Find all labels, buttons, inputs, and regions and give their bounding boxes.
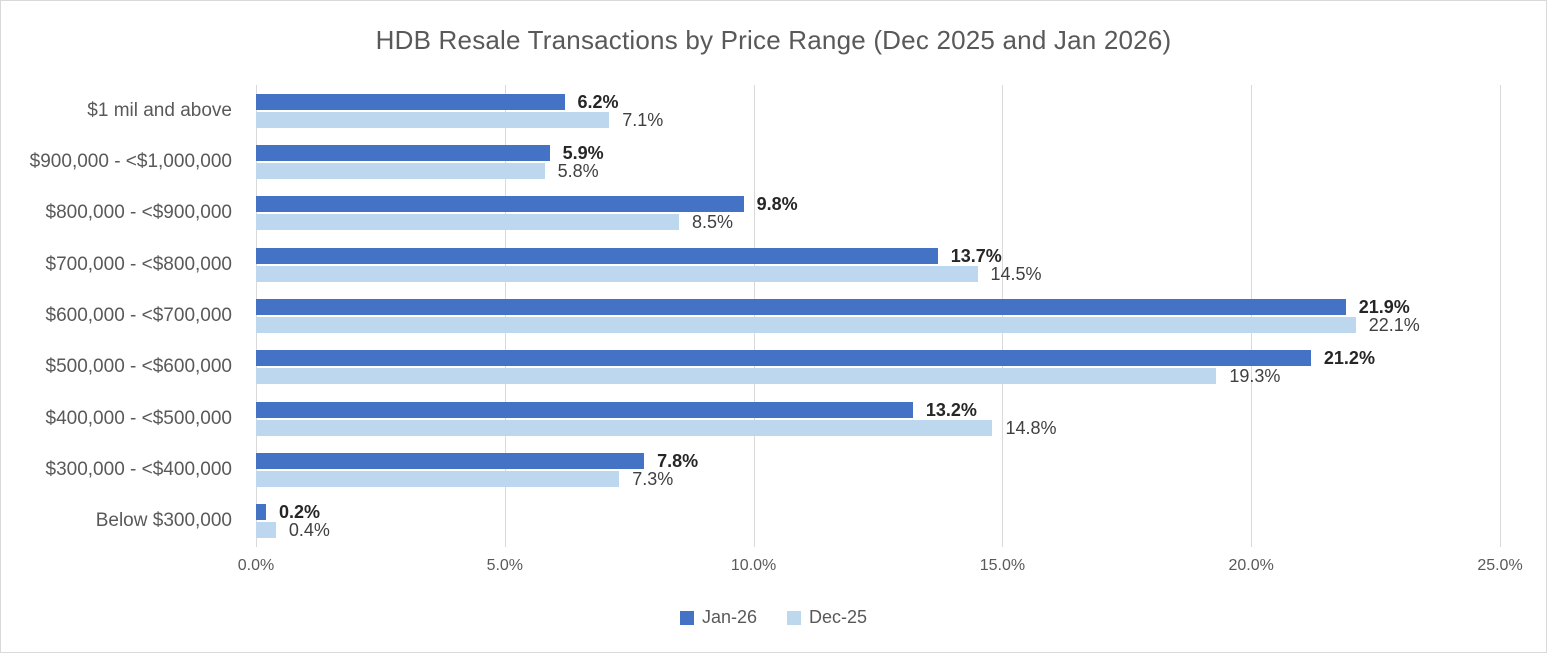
category-axis: $1 mil and above $900,000 - <$1,000,000 $8… <box>1 85 244 547</box>
bar-group: 5.9% 5.8% <box>256 136 1500 187</box>
chart-title: HDB Resale Transactions by Price Range (… <box>375 25 1172 55</box>
bar-dec-25 <box>256 162 545 179</box>
bar-group: 13.7% 14.5% <box>256 239 1500 290</box>
gridline <box>1500 85 1501 547</box>
gridline <box>1002 85 1004 547</box>
bar-dec-25 <box>256 111 610 128</box>
bar-dec-25 <box>256 522 276 539</box>
legend-label: Jan-26 <box>701 607 757 627</box>
bar-line: 6.2% <box>256 91 1500 112</box>
category-label: $300,000 - <$400,000 <box>45 458 232 480</box>
bar-line: 5.9% <box>256 142 1500 163</box>
x-tick-label: 5.0% <box>486 557 524 574</box>
bar-jan-26 <box>256 452 645 469</box>
gridline <box>504 85 506 547</box>
legend: Jan-26 Dec-25 <box>1 607 1546 628</box>
data-label: 19.3% <box>1229 366 1281 387</box>
category-label: $500,000 - <$600,000 <box>45 356 232 378</box>
category-label: $900,000 - <$1,000,000 <box>29 150 232 172</box>
bar-group: 6.2% 7.1% <box>256 85 1500 136</box>
bar-jan-26 <box>256 93 565 110</box>
plot-rows: 6.2% 7.1% 5.9% 5.8% 9.8% 8.5% 13.7% 14.5% 21.9% 2… <box>256 85 1500 547</box>
bar-group: 13.2% 14.8% <box>256 393 1500 444</box>
category-label: $800,000 - <$900,000 <box>45 202 232 224</box>
bar-line: 13.2% <box>256 399 1500 420</box>
bar-jan-26 <box>256 504 266 521</box>
data-label: 9.8% <box>756 194 798 215</box>
bar-line: 14.5% <box>256 263 1500 284</box>
bar-group: 0.2% 0.4% <box>256 496 1500 547</box>
x-tick-label: 20.0% <box>1228 557 1274 574</box>
category-label: $1 mil and above <box>87 99 232 121</box>
data-label: 6.2% <box>577 91 619 112</box>
data-label: 7.3% <box>632 468 674 489</box>
bar-line: 5.8% <box>256 160 1500 181</box>
gridline <box>1251 85 1253 547</box>
bar-jan-26 <box>256 350 1311 367</box>
data-label: 13.2% <box>925 399 977 420</box>
bar-group: 7.8% 7.3% <box>256 444 1500 495</box>
legend-entry-dec-25: Dec-25 <box>787 607 867 628</box>
bar-group: 21.2% 19.3% <box>256 342 1500 393</box>
data-label: 5.9% <box>562 142 604 163</box>
data-label: 5.8% <box>557 160 599 181</box>
data-label: 21.2% <box>1323 348 1375 369</box>
data-label: 14.8% <box>1005 417 1057 438</box>
bar-line: 22.1% <box>256 314 1500 335</box>
bar-dec-25 <box>256 470 620 487</box>
legend-entry-jan-26: Jan-26 <box>679 607 757 628</box>
bar-jan-26 <box>256 247 938 264</box>
bar-group: 9.8% 8.5% <box>256 188 1500 239</box>
bar-jan-26 <box>256 196 744 213</box>
category-label: $600,000 - <$700,000 <box>45 304 232 326</box>
bar-line: 0.2% <box>256 502 1500 523</box>
gridline <box>753 85 755 547</box>
category-axis-line <box>256 85 257 547</box>
x-tick-label: 10.0% <box>730 557 777 574</box>
bar-line: 19.3% <box>256 366 1500 387</box>
category-label: Below $300,000 <box>95 510 232 532</box>
bar-line: 21.2% <box>256 348 1500 369</box>
bar-line: 14.8% <box>256 417 1500 438</box>
bar-dec-25 <box>256 316 1356 333</box>
data-label: 22.1% <box>1368 314 1420 335</box>
legend-swatch <box>787 610 801 625</box>
data-label: 8.5% <box>691 212 733 233</box>
bar-jan-26 <box>256 144 550 161</box>
bar-jan-26 <box>256 298 1346 315</box>
data-label: 21.9% <box>1358 296 1410 317</box>
bar-line: 0.4% <box>256 520 1500 541</box>
bar-line: 7.1% <box>256 109 1500 130</box>
bar-dec-25 <box>256 214 679 231</box>
data-label: 0.2% <box>278 502 320 523</box>
bar-line: 9.8% <box>256 194 1500 215</box>
bar-line: 8.5% <box>256 212 1500 233</box>
bar-group: 21.9% 22.1% <box>256 290 1500 341</box>
data-label: 13.7% <box>950 245 1002 266</box>
bar-line: 13.7% <box>256 245 1500 266</box>
bar-dec-25 <box>256 265 978 282</box>
bar-dec-25 <box>256 419 993 436</box>
data-label: 7.1% <box>622 109 664 130</box>
x-tick-label: 25.0% <box>1477 557 1523 574</box>
x-tick-label: 0.0% <box>237 557 275 574</box>
bar-dec-25 <box>256 368 1217 385</box>
bar-line: 7.3% <box>256 468 1500 489</box>
bar-jan-26 <box>256 401 913 418</box>
category-label: $700,000 - <$800,000 <box>45 253 232 275</box>
bar-line: 21.9% <box>256 296 1500 317</box>
plot-area: 6.2% 7.1% 5.9% 5.8% 9.8% 8.5% 13.7% 14.5% 21.9% 2… <box>256 85 1501 547</box>
legend-swatch <box>679 610 694 625</box>
category-label: $400,000 - <$500,000 <box>45 407 232 429</box>
data-label: 0.4% <box>288 520 330 541</box>
data-label: 7.8% <box>657 450 699 471</box>
bar-line: 7.8% <box>256 450 1500 471</box>
x-tick-label: 15.0% <box>979 557 1026 574</box>
value-axis: 0.0% 5.0% 10.0% 15.0% 20.0% 25.0% <box>238 557 1523 579</box>
legend-label: Dec-25 <box>809 607 868 627</box>
data-label: 14.5% <box>990 263 1042 284</box>
